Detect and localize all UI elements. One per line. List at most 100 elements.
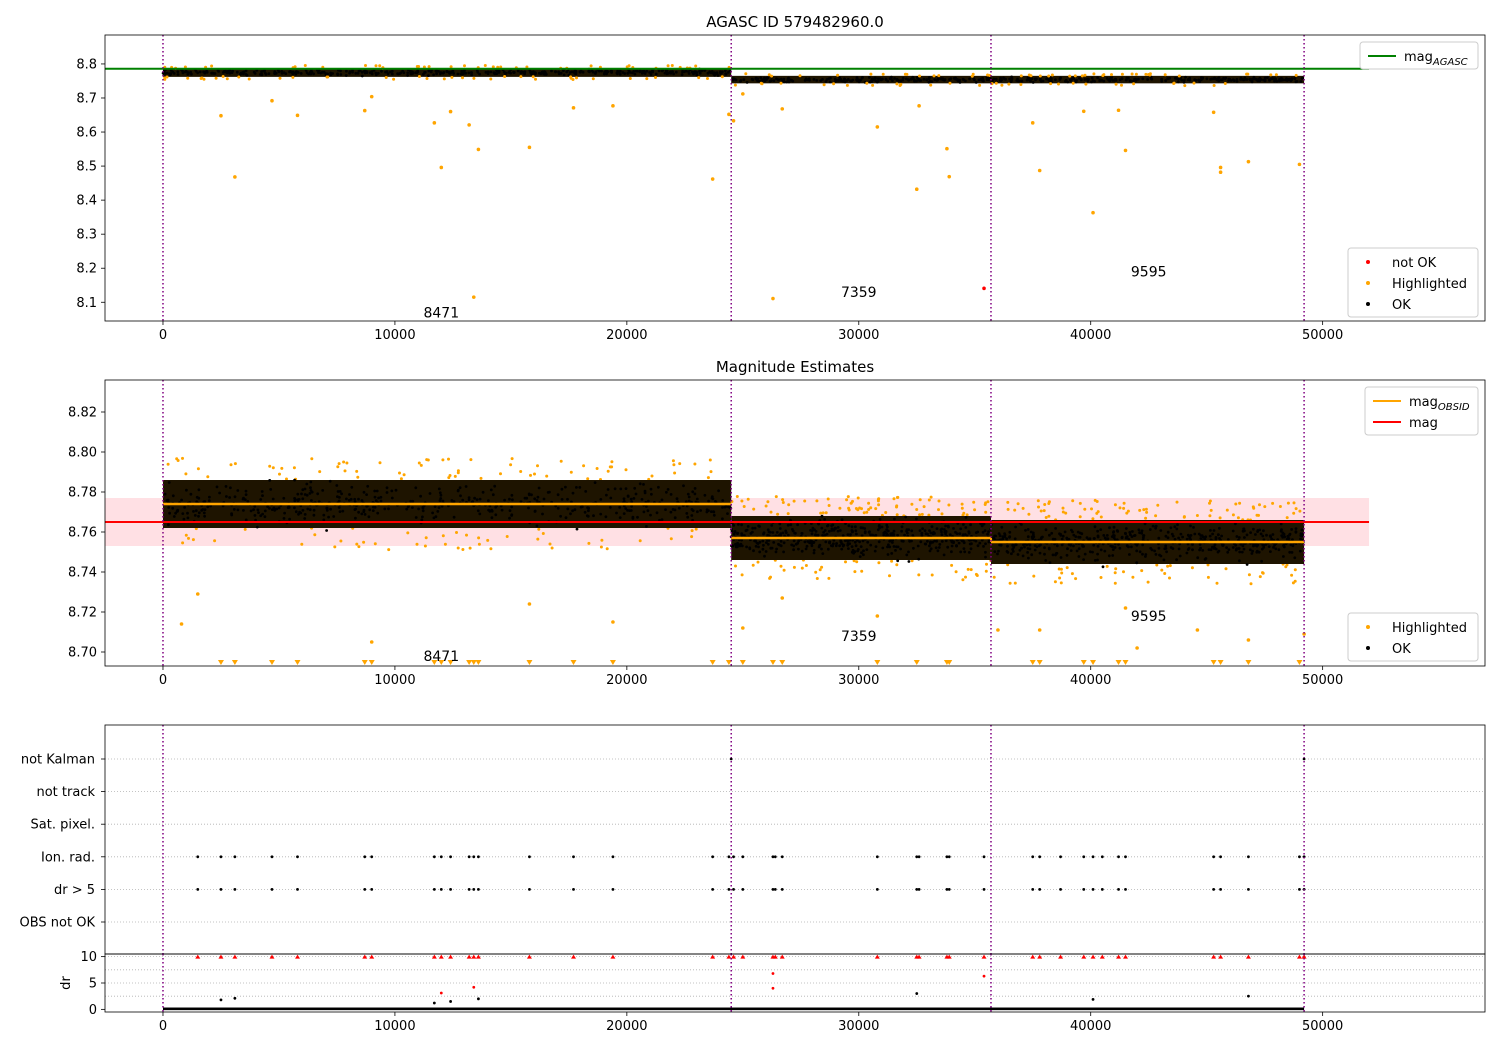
highlighted-point bbox=[827, 504, 831, 507]
ok-point bbox=[779, 539, 783, 543]
ok-point bbox=[911, 76, 915, 80]
ok-point bbox=[386, 72, 390, 75]
ok-point bbox=[882, 533, 886, 537]
ok-point bbox=[891, 538, 895, 542]
ok-point bbox=[1264, 543, 1268, 546]
highlighted-point bbox=[384, 76, 388, 79]
highlighted-point bbox=[1172, 82, 1176, 85]
ok-point bbox=[613, 487, 617, 491]
ok-point bbox=[230, 513, 234, 517]
highlighted-point bbox=[611, 104, 615, 108]
ok-point bbox=[348, 71, 351, 75]
highlighted-point bbox=[1135, 646, 1139, 650]
ok-point bbox=[766, 528, 770, 532]
dr-clipped-marker bbox=[1123, 954, 1129, 959]
ok-point bbox=[1240, 550, 1244, 554]
highlighted-point bbox=[210, 64, 214, 68]
highlighted-point bbox=[419, 463, 423, 467]
ok-point bbox=[820, 547, 823, 551]
flag-point bbox=[1298, 855, 1301, 859]
highlighted-point bbox=[1099, 576, 1103, 579]
flag-point bbox=[449, 855, 452, 859]
ok-point bbox=[396, 72, 399, 75]
flag-point bbox=[467, 888, 471, 891]
ok-point bbox=[584, 490, 588, 493]
clipped-point-marker bbox=[217, 660, 224, 665]
chart-title: AGASC ID 579482960.0 bbox=[706, 13, 884, 31]
flag-point bbox=[1038, 888, 1042, 891]
ok-point bbox=[968, 538, 972, 542]
ok-point bbox=[827, 529, 831, 533]
ok-point bbox=[860, 534, 864, 538]
ok-point bbox=[968, 77, 971, 81]
ok-point bbox=[631, 517, 635, 520]
ok-point bbox=[666, 488, 670, 491]
clipped-point-marker bbox=[874, 660, 881, 665]
highlighted-point bbox=[1257, 513, 1260, 517]
ok-point bbox=[1093, 559, 1097, 562]
ok-point bbox=[244, 493, 248, 496]
ok-point bbox=[1279, 529, 1283, 533]
dr-point bbox=[233, 996, 237, 1000]
ok-point bbox=[796, 541, 800, 545]
highlighted-point bbox=[690, 535, 694, 539]
ok-point bbox=[1153, 549, 1156, 553]
ok-point bbox=[414, 516, 418, 519]
ok-point bbox=[928, 529, 931, 532]
ok-point bbox=[261, 494, 264, 497]
ok-point bbox=[475, 69, 479, 72]
ok-point bbox=[939, 528, 943, 532]
ok-point bbox=[649, 513, 652, 517]
ok-point bbox=[931, 540, 935, 544]
y-tick-label: 8.5 bbox=[76, 160, 97, 175]
highlighted-point bbox=[751, 563, 755, 567]
ok-point bbox=[1020, 79, 1024, 83]
highlighted-point bbox=[534, 77, 537, 81]
ok-point bbox=[340, 492, 343, 496]
clipped-point-marker bbox=[1122, 660, 1129, 665]
ok-point bbox=[878, 517, 882, 521]
ok-point bbox=[1232, 79, 1236, 82]
ok-point bbox=[855, 76, 859, 79]
ok-point bbox=[700, 69, 704, 73]
dr-red-point bbox=[771, 986, 775, 990]
ok-point bbox=[922, 77, 926, 81]
ok-point bbox=[855, 532, 858, 536]
dr-clipped-marker bbox=[1081, 954, 1087, 959]
ok-point bbox=[1054, 527, 1057, 530]
ok-point bbox=[1213, 546, 1217, 550]
highlighted-point bbox=[671, 459, 675, 463]
ok-point bbox=[1048, 561, 1052, 564]
ok-point bbox=[218, 491, 222, 495]
ok-point bbox=[293, 506, 296, 510]
ok-point bbox=[1053, 537, 1057, 541]
ok-point bbox=[1011, 548, 1014, 551]
ok-point bbox=[1189, 524, 1192, 528]
ok-point bbox=[600, 69, 603, 73]
ok-point bbox=[618, 72, 622, 76]
flag-point bbox=[1100, 888, 1104, 891]
ok-point bbox=[1277, 548, 1281, 552]
highlighted-point bbox=[1206, 563, 1210, 567]
ok-point bbox=[650, 70, 654, 74]
ok-point bbox=[277, 506, 281, 510]
ok-point bbox=[261, 512, 264, 516]
ok-point bbox=[967, 531, 971, 535]
ok-point bbox=[481, 490, 485, 494]
highlighted-point bbox=[898, 84, 902, 87]
highlighted-point bbox=[1302, 632, 1306, 636]
highlighted-point bbox=[357, 545, 361, 549]
highlighted-point bbox=[871, 83, 875, 87]
highlighted-point bbox=[486, 538, 490, 542]
ok-point bbox=[826, 547, 830, 551]
ok-point bbox=[263, 509, 267, 513]
x-tick-label: 50000 bbox=[1302, 1019, 1343, 1034]
ok-point bbox=[732, 532, 736, 536]
ok-point bbox=[511, 498, 514, 502]
ok-point bbox=[706, 71, 710, 75]
ok-point bbox=[1282, 543, 1286, 547]
ok-point bbox=[647, 499, 650, 503]
highlighted-point bbox=[978, 83, 982, 87]
ok-point bbox=[994, 77, 998, 81]
ok-point bbox=[588, 70, 591, 74]
